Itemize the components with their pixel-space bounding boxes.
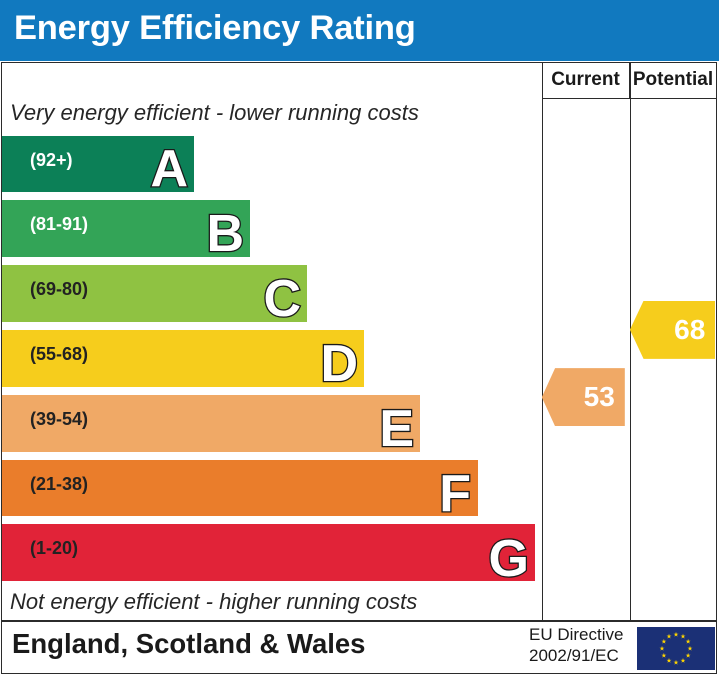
svg-text:C: C — [263, 270, 301, 328]
svg-text:A: A — [150, 140, 188, 198]
svg-text:F: F — [439, 465, 471, 523]
svg-text:D: D — [320, 335, 358, 393]
svg-text:B: B — [206, 205, 244, 263]
svg-text:G: G — [489, 530, 529, 588]
svg-text:E: E — [379, 400, 414, 458]
